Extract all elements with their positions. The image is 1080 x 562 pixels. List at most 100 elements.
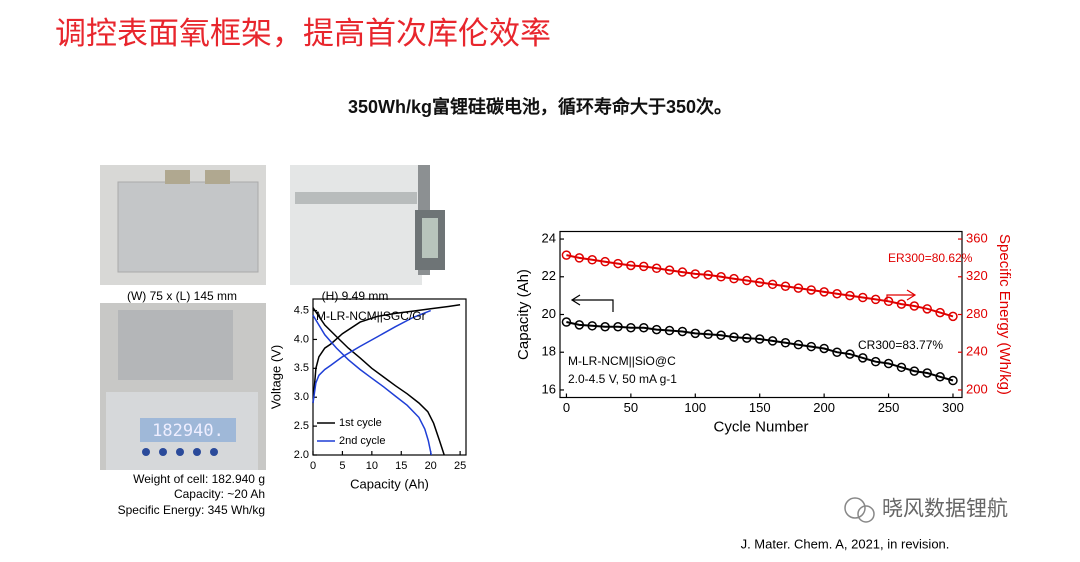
data-point (742, 275, 752, 286)
legend-label: 2nd cycle (339, 435, 385, 447)
data-point (935, 307, 945, 318)
data-point (716, 330, 726, 340)
annotation: M-LR-NCM||SiO@C (568, 354, 676, 368)
data-point (754, 334, 765, 344)
scale-display: 182940. (152, 421, 224, 441)
data-point (845, 290, 855, 301)
y-axis-label: Voltage (V) (268, 345, 283, 409)
data-point (651, 324, 662, 335)
x-tick-label: 200 (813, 400, 835, 415)
data-point (703, 270, 713, 280)
x-tick-label: 20 (425, 460, 437, 472)
photo-caption: (H) 9.49 mm (322, 289, 389, 303)
data-point (780, 338, 791, 348)
arrow (570, 294, 614, 312)
arrow (886, 289, 917, 302)
x-tick-label: 100 (684, 400, 706, 415)
data-point (587, 255, 597, 265)
series-line (566, 254, 954, 318)
cell-spec: Capacity: ~20 Ah (174, 487, 265, 501)
x-tick-label: 0 (310, 460, 316, 472)
y2-axis-label: Specific Energy (Wh/kg) (996, 234, 1013, 395)
data-point (574, 253, 585, 263)
data-point (574, 320, 585, 330)
data-point (677, 267, 688, 277)
data-point (948, 311, 958, 322)
data-point (909, 366, 920, 376)
annotation: ER300=80.62% (888, 251, 973, 265)
data-point (767, 336, 778, 346)
x-tick-label: 15 (395, 460, 407, 472)
data-point (587, 321, 597, 331)
y-tick-label: 3.0 (294, 391, 309, 403)
data-point (883, 358, 894, 369)
photo-cell (100, 165, 266, 285)
data-point (819, 343, 829, 354)
data-point (870, 356, 881, 367)
data-point (729, 332, 739, 342)
series-line (312, 309, 433, 456)
x-tick-label: 25 (454, 460, 466, 472)
annotation: CR300=83.77% (858, 338, 943, 352)
y2-tick-label: 280 (966, 306, 988, 321)
data-point (561, 250, 572, 260)
data-point (729, 273, 739, 284)
x-axis-label: Cycle Number (713, 418, 808, 435)
data-point (664, 265, 675, 275)
data-point (845, 349, 855, 359)
data-point (780, 281, 791, 291)
data-point (870, 294, 881, 305)
y-tick-label: 4.0 (294, 333, 309, 345)
x-tick-label: 5 (339, 460, 345, 472)
y-tick-label: 2.5 (294, 420, 309, 432)
data-point (742, 333, 752, 343)
data-point (819, 287, 829, 297)
y-tick-label: 4.5 (294, 304, 309, 316)
data-point (690, 269, 701, 279)
data-point (716, 272, 726, 282)
data-point (806, 341, 816, 352)
data-point (922, 368, 932, 378)
citation: J. Mater. Chem. A, 2021, in revision. (741, 536, 950, 551)
data-point (703, 329, 713, 340)
data-point (793, 283, 804, 293)
data-point (639, 322, 649, 333)
x-tick-label: 0 (563, 400, 570, 415)
y-tick-label: 18 (542, 344, 556, 359)
y-tick-label: 24 (542, 230, 556, 245)
y-tick-label: 22 (542, 268, 556, 283)
series-line (312, 304, 461, 456)
data-point (626, 260, 636, 271)
data-point (767, 279, 778, 290)
cell-spec: Weight of cell: 182.940 g (133, 472, 265, 486)
data-point (613, 322, 623, 332)
data-point (896, 362, 907, 373)
data-point (690, 328, 701, 339)
data-point (561, 317, 572, 327)
data-point (793, 339, 804, 350)
data-point (909, 301, 920, 311)
plot-frame (312, 298, 467, 456)
y2-tick-label: 240 (966, 344, 988, 359)
y-tick-label: 16 (542, 381, 556, 396)
data-point (858, 292, 868, 303)
data-point (806, 285, 816, 295)
y2-tick-label: 360 (966, 230, 988, 245)
legend-label: 1st cycle (339, 417, 382, 429)
data-point (935, 372, 945, 382)
data-point (832, 289, 842, 299)
data-point (858, 353, 868, 363)
y2-tick-label: 200 (966, 381, 988, 396)
x-tick-label: 50 (624, 400, 638, 415)
annotation: 2.0-4.5 V, 50 mA g-1 (568, 372, 677, 386)
photo-scale (100, 303, 266, 470)
data-point (600, 322, 610, 332)
watermark: 晓风数据锂航 (882, 498, 1008, 521)
data-point (754, 277, 765, 288)
y-axis-label: Capacity (Ah) (515, 269, 532, 360)
y-tick-label: 2.0 (294, 449, 309, 461)
annotation: M-LR-NCM||SGC/Gr (316, 309, 426, 323)
photo-caption: (W) 75 x (L) 145 mm (127, 289, 237, 303)
data-point (896, 299, 907, 309)
x-tick-label: 10 (366, 460, 378, 472)
